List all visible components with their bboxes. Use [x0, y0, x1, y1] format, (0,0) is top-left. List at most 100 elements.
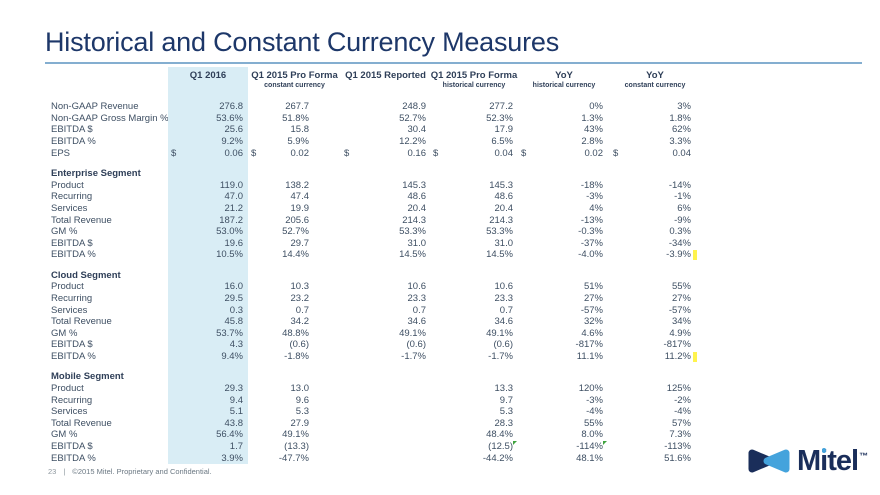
section-cell [168, 167, 248, 180]
cell: 3.9% [168, 452, 248, 464]
cell: 28.3 [494, 417, 514, 429]
section-cell [430, 269, 518, 281]
table-row: Services 5.1 5.3 5.3 -4% -4% [50, 405, 700, 418]
section-cell [518, 269, 610, 281]
cell: 45.8 [168, 315, 248, 328]
section-title: Enterprise Segment [51, 167, 141, 179]
cell: -0.3% [578, 226, 603, 238]
cell: 6% [677, 202, 691, 214]
cell: 51% [583, 281, 603, 293]
footer-separator: | [63, 467, 66, 476]
table-row: Recurring 29.5 23.2 23.3 23.3 27% 27% [50, 292, 700, 305]
currency-symbol: $ [521, 147, 527, 159]
cell: 29.5 [168, 292, 248, 305]
cell: 267.7 [285, 101, 309, 113]
cell: 32% [583, 316, 603, 328]
cell: $0.06 [168, 147, 248, 159]
cell: 8.0% [581, 429, 603, 441]
row-label: EPS [51, 147, 71, 159]
col-header-q1-2015-reported: Q1 2015 Reported [341, 67, 430, 101]
row-label: Non-GAAP Revenue [51, 101, 139, 113]
spacer-cell [430, 261, 518, 270]
cell: -57% [580, 304, 603, 316]
cell: $0.02 [518, 147, 610, 159]
col-header-label: YoY [646, 70, 664, 81]
cell: 4.3 [168, 339, 248, 351]
cell: 10.3 [290, 281, 310, 293]
wordmark-m: M [797, 444, 821, 477]
cell: 187.2 [168, 214, 248, 226]
spacer-row [50, 362, 700, 371]
cell: 0.7 [499, 304, 513, 316]
cell: -3.9% [610, 249, 700, 261]
section-cell [610, 371, 700, 383]
cell: (0.6) [406, 339, 426, 351]
table-row: GM % 53.0% 52.7% 53.3% 53.3% -0.3% 0.3% [50, 225, 700, 238]
cell: 12.2% [399, 136, 426, 148]
col-header-sub: constant currency [624, 82, 686, 89]
yellow-highlight-mark [693, 351, 697, 362]
cell: 53.6% [168, 112, 248, 125]
row-label: Total Revenue [51, 316, 112, 328]
section-cell [610, 269, 700, 281]
cell: 23.2 [290, 293, 310, 305]
col-header-sub: constant currency [264, 82, 325, 89]
cell: 27% [583, 293, 603, 305]
spacer-cell [518, 261, 610, 270]
col-header-label: Q1 2015 Pro Forma [251, 70, 338, 81]
cell: 9.4 [168, 394, 248, 406]
row-label: Total Revenue [51, 214, 112, 226]
cell: -18% [580, 179, 603, 191]
cell: 62% [671, 124, 691, 136]
spacer-cell [610, 159, 700, 168]
row-label: Product [51, 281, 84, 293]
cell: 9.7 [499, 394, 513, 406]
section-cell [248, 371, 341, 383]
cell: -114% [518, 440, 610, 453]
footer-copyright: ©2015 Mitel. Proprietary and Confidentia… [72, 467, 212, 476]
table-row: Total Revenue 187.2 205.6 214.3 214.3 -13% -9% [50, 214, 700, 226]
cell: 214.3 [402, 214, 426, 226]
table-row: EBITDA % 10.5% 14.4% 14.5% 14.5% -4.0% -3.9% [50, 249, 700, 261]
cell: -13% [580, 214, 603, 226]
col-header-label: Q1 2015 Pro Forma [430, 70, 518, 81]
yellow-highlight-mark [693, 250, 697, 261]
spacer-cell [248, 362, 341, 371]
cell: 5.3 [295, 406, 309, 418]
cell: 48.1% [576, 452, 603, 464]
spacer-cell [341, 261, 430, 270]
cell: 248.9 [402, 101, 426, 113]
cell: 27% [671, 293, 691, 305]
row-label: EBITDA $ [51, 441, 93, 453]
cell: 0.3 [168, 304, 248, 316]
cell: 0.3% [669, 226, 691, 238]
col-header-yoy-historical: YoY historical currency [518, 67, 610, 101]
spacer-cell [50, 362, 168, 371]
cell [341, 383, 430, 395]
title-underline [45, 62, 862, 64]
currency-symbol: $ [171, 147, 177, 159]
cell: 51.6% [664, 452, 691, 464]
table-row: Services 21.2 19.9 20.4 20.4 4% 6% [50, 202, 700, 215]
cell: 43% [583, 124, 603, 136]
cell: 0% [589, 101, 603, 113]
section-cell [430, 371, 518, 383]
cell: 120% [578, 383, 603, 395]
mitel-logo-icon [748, 449, 790, 473]
header-row: Q1 2016 Q1 2015 Pro Forma constant curre… [50, 67, 700, 101]
cell: $0.16 [341, 147, 430, 159]
cell: 25.6 [168, 124, 248, 136]
section-cell [518, 167, 610, 179]
cell: 2.8% [581, 136, 603, 148]
cell: -1.8% [284, 350, 309, 362]
row-label: GM % [51, 429, 78, 441]
table-row: Product 119.0 138.2 145.3 145.3 -18% -14% [50, 179, 700, 192]
cell: 3% [677, 101, 691, 113]
cell: 34.6 [407, 316, 427, 328]
cell: 9.2% [168, 135, 248, 148]
spacer-cell [168, 362, 248, 371]
cell: 0.7 [412, 304, 426, 316]
cell: $0.04 [610, 147, 700, 159]
table-row: Services 0.3 0.7 0.7 0.7 -57% -57% [50, 304, 700, 316]
cell: 27.9 [290, 417, 310, 429]
